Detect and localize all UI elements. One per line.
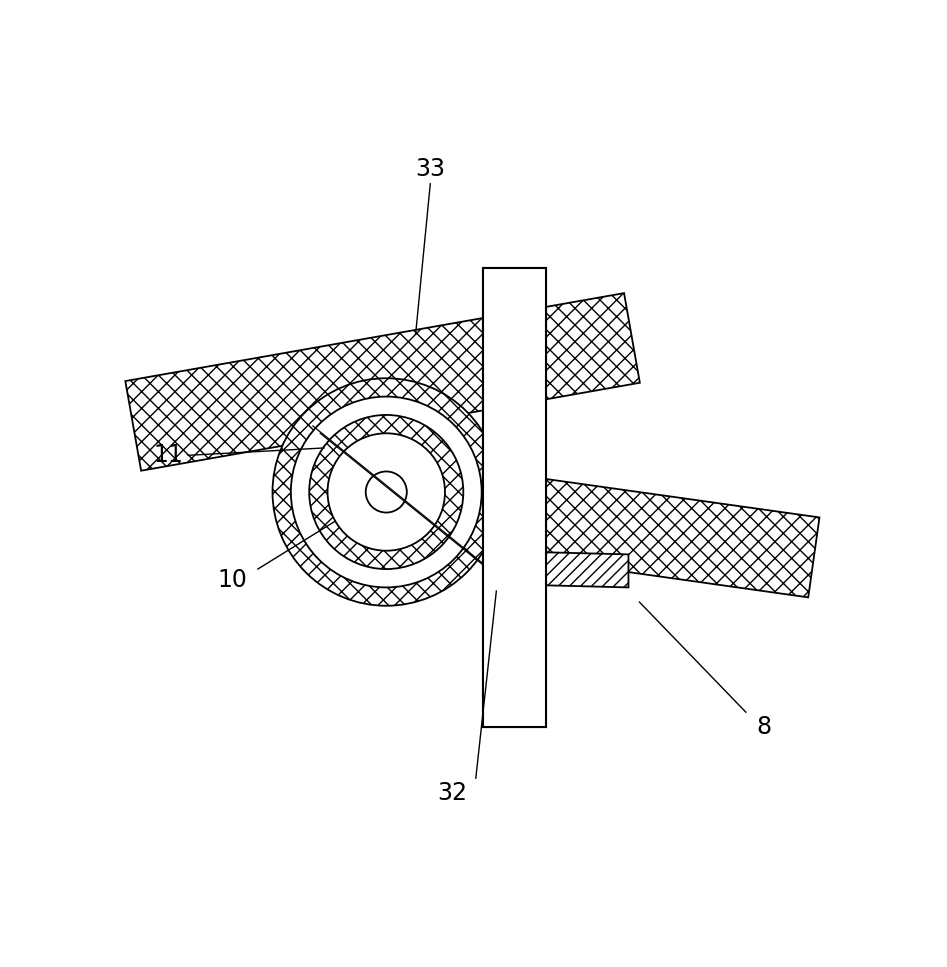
Circle shape [366, 472, 407, 513]
Circle shape [291, 396, 482, 587]
Text: 8: 8 [757, 715, 772, 739]
Polygon shape [125, 293, 640, 471]
Bar [483, 268, 545, 727]
Text: 32: 32 [438, 781, 467, 805]
Text: 11: 11 [153, 443, 183, 467]
Circle shape [273, 378, 500, 605]
Bar [483, 268, 545, 727]
Polygon shape [483, 551, 629, 587]
Polygon shape [452, 467, 819, 598]
Text: 33: 33 [416, 157, 445, 181]
Circle shape [328, 433, 445, 551]
Text: 10: 10 [217, 568, 247, 592]
Circle shape [309, 415, 463, 569]
